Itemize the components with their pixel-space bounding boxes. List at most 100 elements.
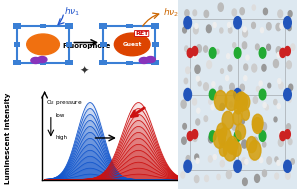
Circle shape	[274, 60, 279, 68]
Circle shape	[192, 98, 197, 105]
Circle shape	[213, 22, 216, 27]
Circle shape	[288, 139, 292, 145]
Circle shape	[186, 67, 190, 74]
Circle shape	[243, 29, 247, 37]
Circle shape	[287, 61, 291, 69]
Circle shape	[227, 139, 237, 154]
Circle shape	[187, 132, 193, 141]
Circle shape	[220, 160, 224, 167]
Circle shape	[277, 104, 280, 109]
Text: Guest: Guest	[122, 42, 142, 47]
Circle shape	[192, 46, 198, 56]
Circle shape	[230, 155, 233, 160]
Circle shape	[194, 26, 198, 34]
Circle shape	[277, 160, 280, 165]
Circle shape	[256, 87, 259, 91]
Circle shape	[243, 99, 248, 106]
Circle shape	[255, 44, 259, 50]
Circle shape	[285, 172, 290, 179]
Circle shape	[274, 117, 277, 122]
Circle shape	[252, 118, 263, 133]
Circle shape	[247, 137, 257, 153]
Circle shape	[185, 10, 189, 16]
Circle shape	[234, 160, 241, 172]
Circle shape	[181, 100, 186, 108]
Circle shape	[288, 25, 291, 31]
Circle shape	[210, 134, 213, 139]
Circle shape	[280, 48, 286, 57]
Text: low: low	[56, 113, 65, 118]
FancyBboxPatch shape	[151, 60, 159, 66]
Circle shape	[204, 83, 208, 90]
Circle shape	[220, 103, 225, 110]
Circle shape	[226, 170, 231, 179]
FancyBboxPatch shape	[99, 60, 108, 66]
Circle shape	[206, 25, 211, 33]
Circle shape	[242, 140, 247, 148]
Circle shape	[214, 129, 225, 148]
Text: high: high	[56, 136, 67, 140]
Text: $\mathrm{O_2}$: $\mathrm{O_2}$	[141, 56, 149, 65]
FancyBboxPatch shape	[65, 60, 73, 66]
Circle shape	[284, 17, 291, 29]
Circle shape	[229, 102, 233, 107]
Circle shape	[234, 88, 241, 101]
Circle shape	[195, 65, 200, 73]
Circle shape	[31, 57, 40, 64]
Circle shape	[275, 173, 279, 179]
Circle shape	[196, 158, 199, 163]
Circle shape	[194, 133, 197, 138]
Text: Luminescent Intensity: Luminescent Intensity	[4, 92, 11, 184]
Circle shape	[284, 160, 291, 172]
Circle shape	[184, 17, 192, 29]
Circle shape	[193, 10, 197, 16]
Circle shape	[139, 57, 149, 64]
Circle shape	[246, 55, 249, 60]
Circle shape	[252, 22, 255, 28]
FancyBboxPatch shape	[40, 24, 46, 28]
FancyBboxPatch shape	[65, 23, 73, 29]
Circle shape	[287, 124, 290, 130]
Circle shape	[234, 48, 241, 58]
Circle shape	[240, 94, 250, 110]
Circle shape	[213, 154, 216, 159]
Circle shape	[184, 88, 192, 101]
Circle shape	[276, 23, 281, 31]
Circle shape	[242, 158, 246, 165]
Circle shape	[217, 174, 220, 180]
FancyBboxPatch shape	[152, 42, 159, 46]
Circle shape	[260, 51, 264, 56]
Circle shape	[27, 34, 59, 55]
Circle shape	[261, 122, 266, 131]
Circle shape	[285, 46, 290, 56]
Circle shape	[259, 131, 266, 141]
Circle shape	[291, 44, 295, 50]
Circle shape	[209, 89, 216, 100]
Circle shape	[232, 9, 236, 16]
Circle shape	[260, 131, 263, 136]
Circle shape	[259, 89, 266, 100]
Circle shape	[249, 141, 261, 160]
Circle shape	[184, 160, 192, 172]
Circle shape	[279, 82, 283, 89]
Circle shape	[243, 178, 247, 185]
Circle shape	[224, 140, 236, 161]
Circle shape	[278, 79, 281, 84]
Circle shape	[37, 57, 47, 63]
Circle shape	[252, 5, 255, 10]
Circle shape	[263, 103, 266, 108]
FancyBboxPatch shape	[14, 42, 20, 46]
Circle shape	[181, 172, 185, 178]
Circle shape	[209, 131, 216, 141]
Circle shape	[244, 64, 248, 70]
Circle shape	[274, 100, 277, 105]
Circle shape	[236, 124, 246, 139]
Circle shape	[227, 140, 231, 146]
FancyBboxPatch shape	[13, 23, 21, 29]
Circle shape	[259, 81, 262, 86]
Circle shape	[221, 140, 225, 145]
Circle shape	[197, 108, 200, 113]
Circle shape	[227, 54, 230, 59]
Circle shape	[278, 10, 283, 18]
Circle shape	[212, 82, 215, 87]
